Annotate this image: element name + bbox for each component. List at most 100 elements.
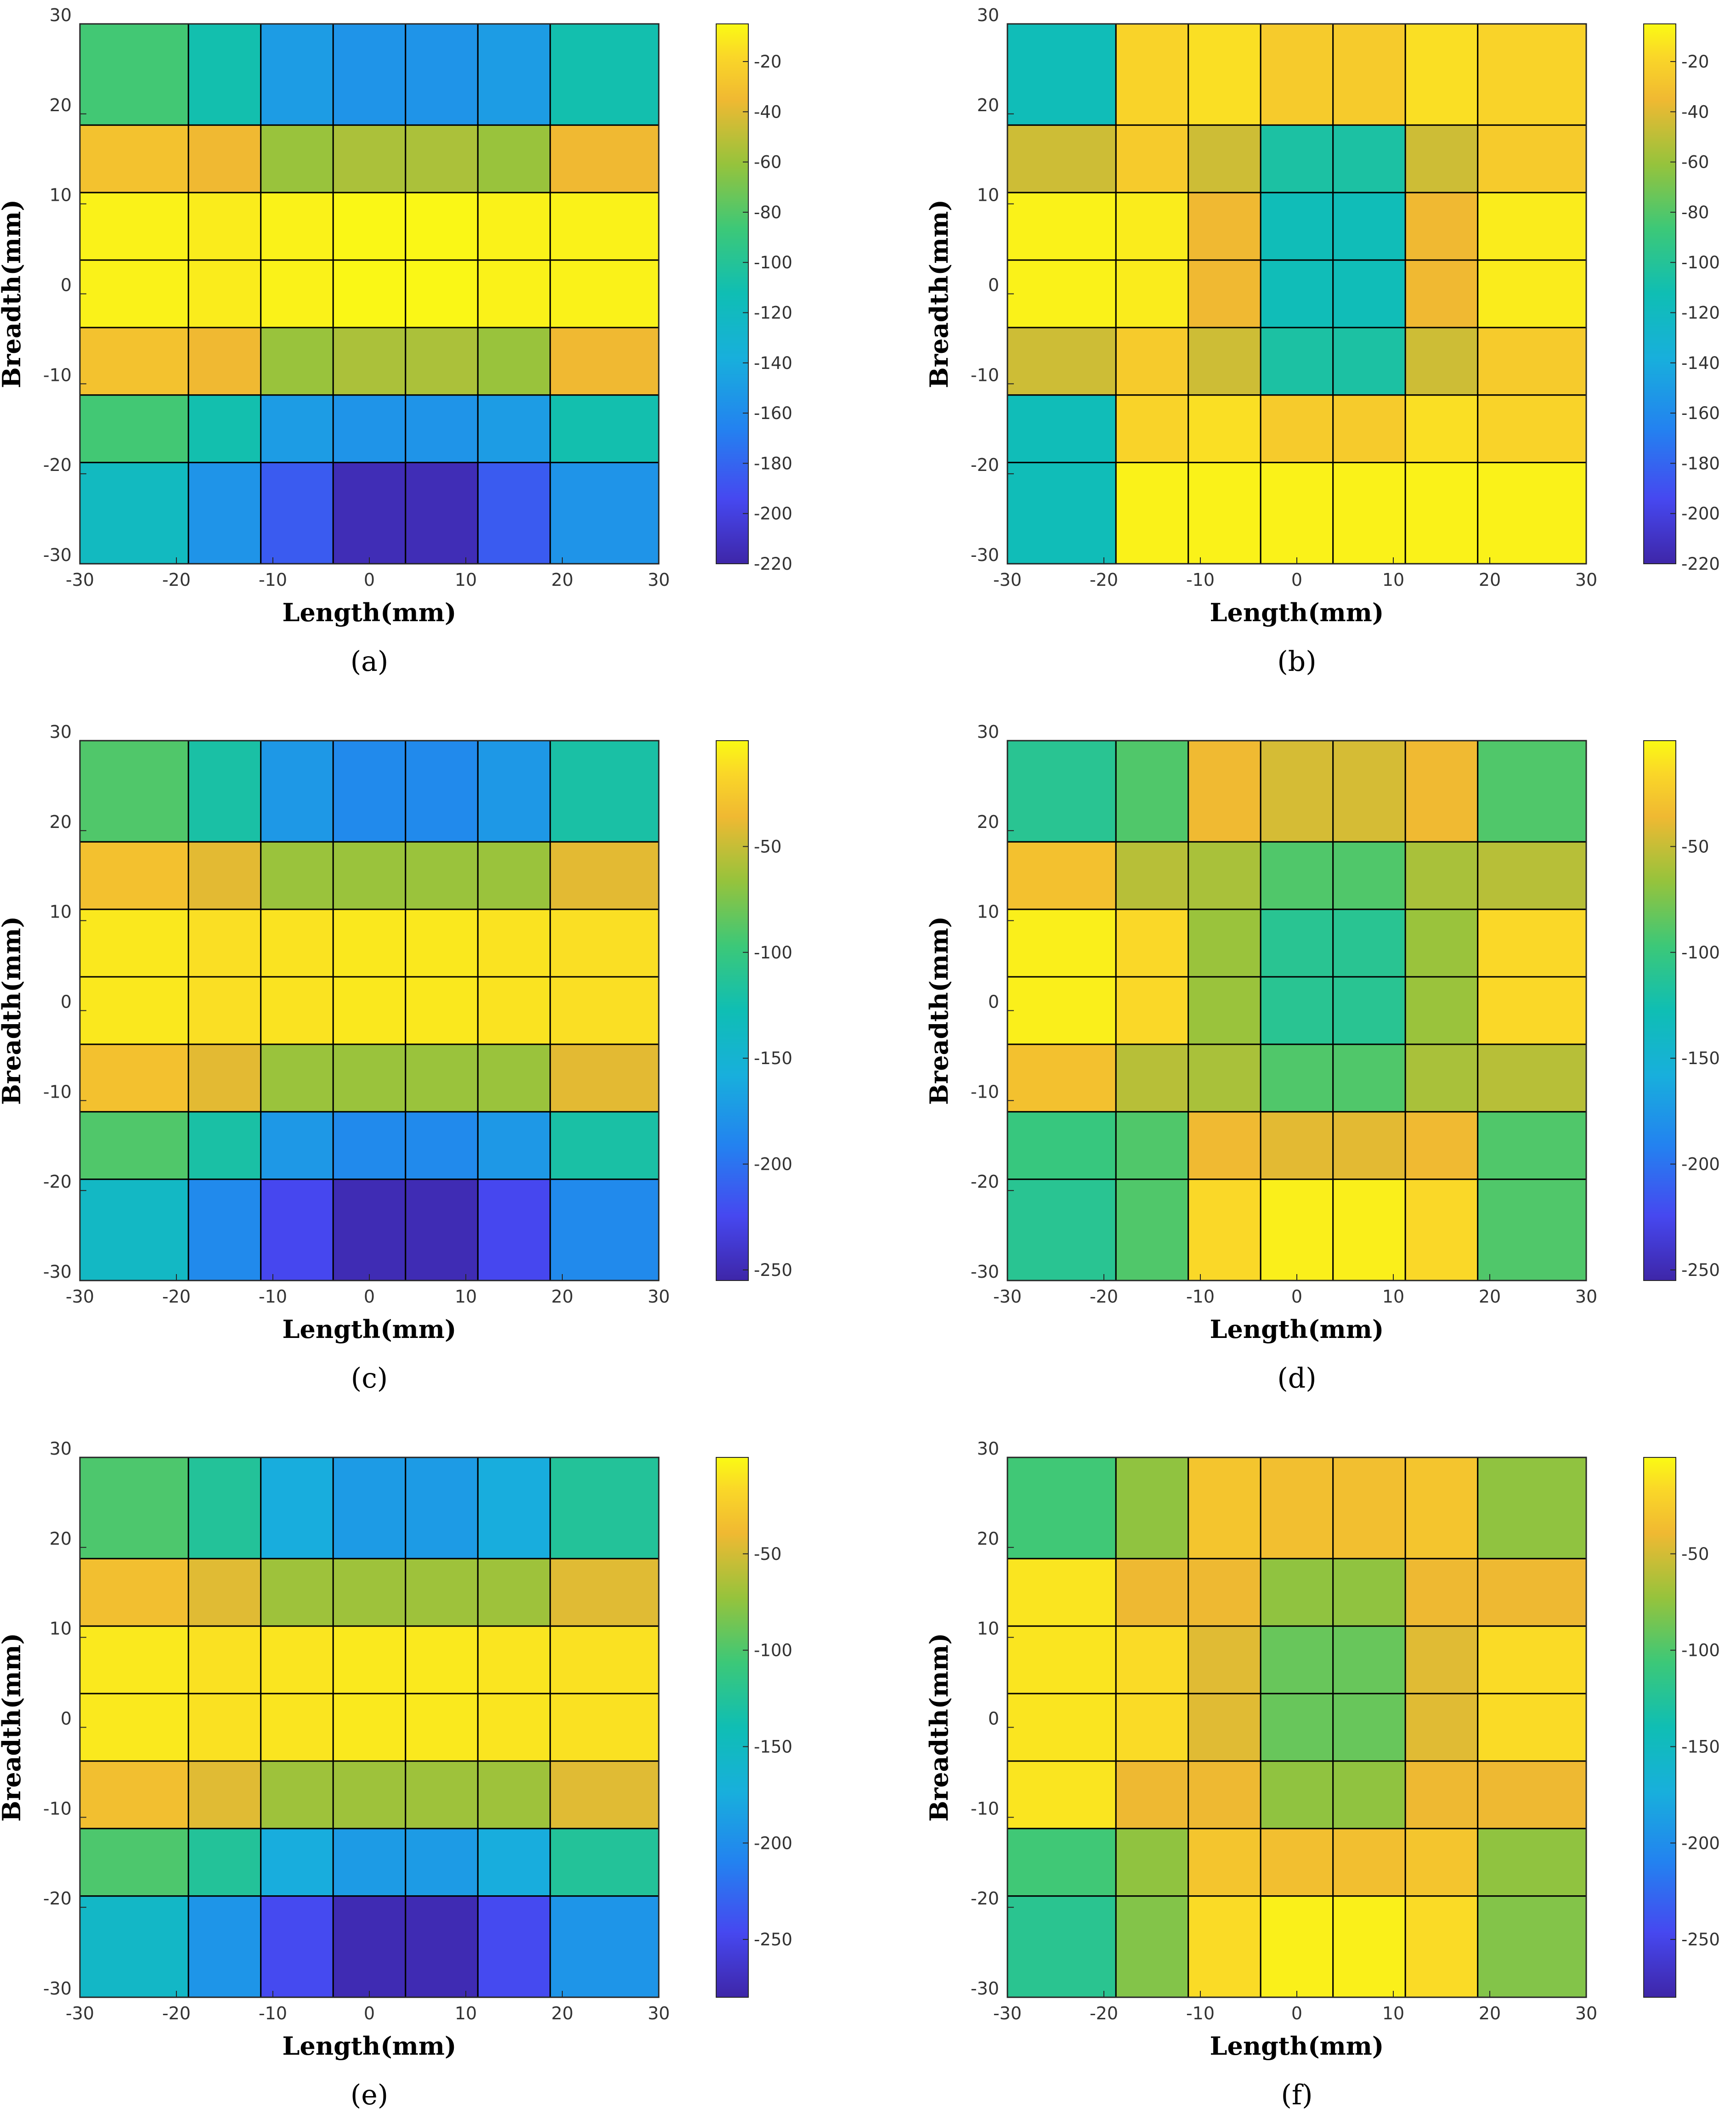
heatmap-cell (1007, 192, 1117, 261)
y-tick-label: -20 (43, 1888, 72, 1909)
heatmap-cell (1260, 740, 1334, 843)
heatmap-cell (1007, 259, 1117, 329)
heatmap-cell (477, 259, 551, 329)
heatmap-cell (549, 394, 660, 464)
colorbar-tick-label: -80 (754, 203, 781, 222)
colorbar-tick-label: -60 (1681, 153, 1709, 172)
y-axis-label: Breadth(mm) (924, 199, 954, 388)
heatmap-cell (1260, 1625, 1334, 1694)
y-tick-label: 10 (977, 1619, 999, 1639)
heatmap-cell (332, 976, 407, 1045)
y-tick-label: 20 (50, 95, 72, 115)
colorbar-tick-label: -100 (1681, 253, 1720, 272)
x-tick-label: -20 (162, 570, 191, 590)
heatmap-cell (1477, 908, 1587, 978)
heatmap-cell (187, 394, 262, 464)
x-tick-label: 20 (551, 570, 573, 590)
heatmap-cell (1332, 1179, 1406, 1281)
heatmap-cell (1115, 1625, 1189, 1694)
heatmap-cell (332, 1043, 407, 1113)
heatmap-cell (260, 462, 334, 565)
x-tick-label: 10 (1382, 570, 1404, 590)
x-tick-label: 0 (364, 570, 375, 590)
heatmap-cell (1115, 740, 1189, 843)
heatmap-cell (1477, 1828, 1587, 1897)
heatmap-cell (477, 908, 551, 978)
heatmap-cell (332, 462, 407, 565)
heatmap-cell (1187, 1043, 1261, 1113)
y-tick-label: -10 (43, 1798, 72, 1819)
panel-b: -30 -20 -10 0 10 20 30-30-20-100102030Length(m… (924, 5, 1720, 678)
y-tick-label: -20 (971, 1888, 999, 1909)
heatmap-cell (332, 1760, 407, 1830)
heatmap-cell (1404, 1043, 1479, 1113)
heatmap-cell (332, 1111, 407, 1180)
heatmap-cell (1007, 1111, 1117, 1180)
heatmap-cell (1332, 1456, 1406, 1559)
heatmap-cell (260, 192, 334, 261)
heatmap-cell (477, 327, 551, 396)
heatmap-cell (260, 1179, 334, 1281)
colorbar-tick-label: -150 (1681, 1737, 1720, 1757)
y-tick-label: 0 (988, 275, 999, 295)
heatmap-cell (549, 259, 660, 329)
heatmap-cell (1332, 124, 1406, 193)
heatmap-cell (1187, 462, 1261, 565)
heatmap-cell (332, 394, 407, 464)
heatmap-cell (1332, 23, 1406, 126)
y-tick-label: 10 (977, 185, 999, 205)
heatmap-cell (1115, 1043, 1189, 1113)
heatmap-cell (1404, 327, 1479, 396)
x-tick-label: 30 (648, 2003, 670, 2023)
heatmap-cell (79, 1828, 189, 1897)
heatmap-cell (187, 1111, 262, 1180)
heatmap-cell (1332, 1760, 1406, 1830)
colorbar (1643, 23, 1676, 564)
x-tick-label: -10 (259, 2003, 287, 2023)
colorbar-tick-label: -140 (1681, 353, 1720, 373)
heatmap-cell (1404, 124, 1479, 193)
heatmap-cell (1260, 259, 1334, 329)
heatmap-cell (1187, 1111, 1261, 1180)
x-tick-label: -30 (993, 570, 1022, 590)
y-tick-label: 30 (977, 1439, 999, 1459)
heatmap-cell (477, 976, 551, 1045)
colorbar-tick-label: -50 (754, 837, 781, 856)
panel-caption: (a) (351, 646, 389, 678)
x-tick-label: 20 (1479, 1286, 1501, 1307)
heatmap-cell (549, 1043, 660, 1113)
panel-caption: (d) (1277, 1362, 1316, 1394)
colorbar-tick-label: -160 (754, 403, 792, 423)
heatmap-cell (187, 1693, 262, 1762)
colorbar-tick-label: -100 (754, 1641, 792, 1660)
x-tick-label: 30 (1575, 2003, 1597, 2023)
heatmap-cell (332, 23, 407, 126)
colorbar-tick-label: -200 (1681, 1833, 1720, 1853)
heatmap-cell (1477, 841, 1587, 910)
heatmap-cell (1404, 908, 1479, 978)
x-tick-label: 10 (455, 1286, 477, 1307)
heatmap-cell (1404, 259, 1479, 329)
heatmap-cell (1332, 908, 1406, 978)
heatmap-cell (260, 259, 334, 329)
heatmap-cell (260, 124, 334, 193)
heatmap-cell (332, 841, 407, 910)
heatmap-cell (1404, 192, 1479, 261)
x-tick-label: 30 (1575, 1286, 1597, 1307)
heatmap-cell (1260, 327, 1334, 396)
y-tick-label: -20 (43, 455, 72, 475)
heatmap-cell (1115, 841, 1189, 910)
x-tick-label: 0 (364, 2003, 375, 2023)
heatmap-cell (1187, 976, 1261, 1045)
colorbar (716, 1457, 749, 1998)
heatmap-cell (405, 1760, 479, 1830)
heatmap-cell (477, 841, 551, 910)
heatmap-cell (1404, 1456, 1479, 1559)
x-tick-label: 10 (1382, 1286, 1404, 1307)
heatmap-cell (79, 23, 189, 126)
heatmap-cell (1115, 462, 1189, 565)
colorbar (716, 23, 749, 564)
heatmap-cell (1115, 327, 1189, 396)
heatmap-cell (1477, 1625, 1587, 1694)
